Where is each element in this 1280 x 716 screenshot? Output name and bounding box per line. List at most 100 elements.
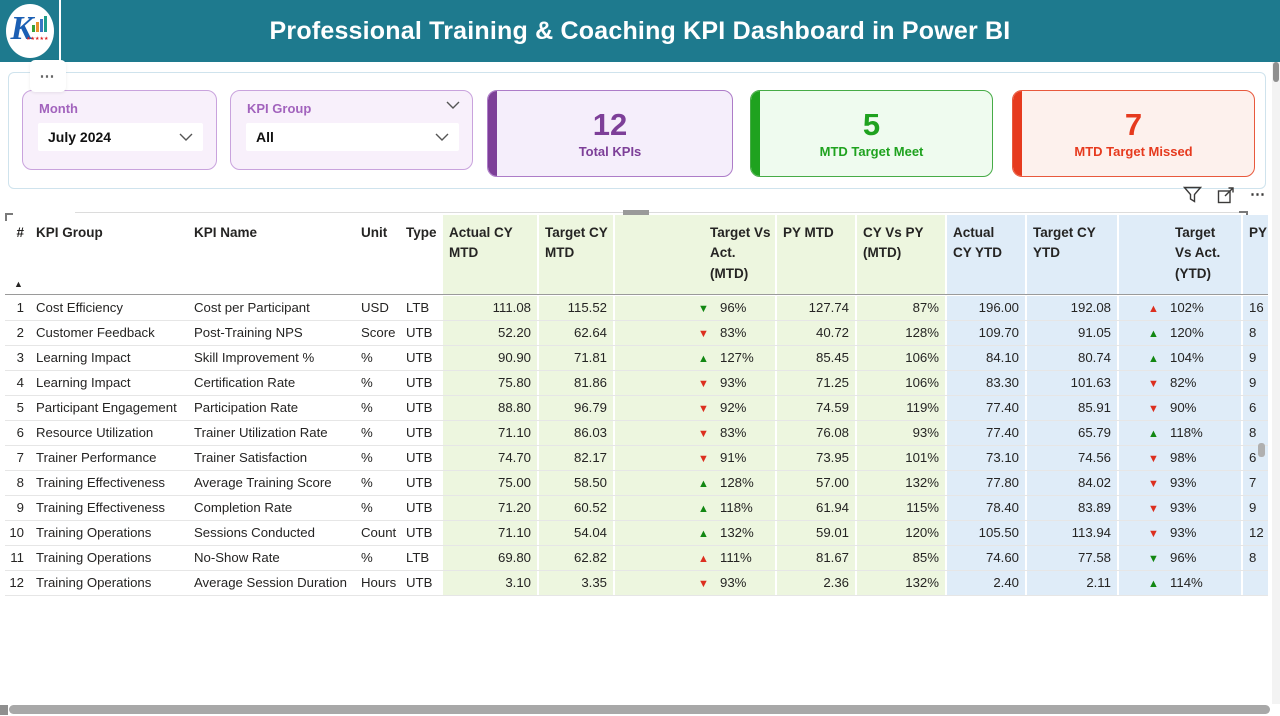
cell-a_mtd[interactable]: 71.10 [443, 521, 539, 545]
cell-py_ytd[interactable]: 8 [1243, 546, 1268, 570]
column-header-a_mtd[interactable]: Actual CY MTD [443, 215, 539, 294]
cell-n[interactable]: 7 [16, 450, 24, 465]
cell-tva_ytd[interactable]: ▲ 120% [1119, 321, 1243, 345]
cell-unit[interactable]: % [361, 400, 373, 415]
cell-group[interactable]: Cost Efficiency [36, 300, 123, 315]
cell-tva_mtd[interactable]: ▼ 91% [615, 446, 777, 470]
cell-unit[interactable]: % [361, 375, 373, 390]
cell-py_ytd[interactable]: 8 [1243, 321, 1268, 345]
cell-t_ytd[interactable]: 85.91 [1027, 396, 1119, 420]
kpi-table-visual[interactable]: # ▲ KPI Group KPI Name Unit Type Actual CY MTD… [5, 210, 1268, 602]
cell-cvp_mtd[interactable]: 132% [857, 571, 947, 595]
cell-tva_mtd[interactable]: ▲ 118% [615, 496, 777, 520]
cell-t_ytd[interactable]: 192.08 [1027, 296, 1119, 320]
page-vertical-scrollbar[interactable] [1272, 62, 1280, 704]
cell-tva_ytd[interactable]: ▼ 90% [1119, 396, 1243, 420]
cell-t_ytd[interactable]: 101.63 [1027, 371, 1119, 395]
chevron-down-icon[interactable] [446, 101, 460, 109]
table-vscroll-thumb[interactable] [1258, 443, 1265, 457]
cell-py_mtd[interactable]: 81.67 [777, 546, 857, 570]
table-row[interactable]: 2 Customer Feedback Post-Training NPS Score… [5, 321, 1268, 346]
cell-a_ytd[interactable]: 196.00 [947, 296, 1027, 320]
table-row[interactable]: 10 Training Operations Sessions Conducted C… [5, 521, 1268, 546]
cell-n[interactable]: 1 [16, 300, 24, 315]
cell-py_mtd[interactable]: 59.01 [777, 521, 857, 545]
cell-py_mtd[interactable]: 2.36 [777, 571, 857, 595]
cell-cvp_mtd[interactable]: 106% [857, 371, 947, 395]
column-header-py_ytd[interactable]: PY [1243, 215, 1268, 294]
cell-t_mtd[interactable]: 82.17 [539, 446, 615, 470]
cell-group[interactable]: Learning Impact [36, 350, 131, 365]
page-hscroll-thumb[interactable] [9, 705, 1270, 714]
cell-a_ytd[interactable]: 105.50 [947, 521, 1027, 545]
cell-a_mtd[interactable]: 71.20 [443, 496, 539, 520]
cell-unit[interactable]: % [361, 475, 373, 490]
cell-group[interactable]: Trainer Performance [36, 450, 157, 465]
cell-py_ytd[interactable] [1243, 571, 1268, 595]
cell-a_ytd[interactable]: 78.40 [947, 496, 1027, 520]
cell-type[interactable]: UTB [406, 500, 433, 515]
kpi-group-slicer[interactable]: KPI Group All [230, 90, 473, 170]
cell-a_ytd[interactable]: 77.40 [947, 421, 1027, 445]
column-header-group[interactable]: KPI Group [30, 215, 188, 294]
column-header-a_ytd[interactable]: Actual CY YTD [947, 215, 1027, 294]
cell-a_mtd[interactable]: 52.20 [443, 321, 539, 345]
cell-tva_mtd[interactable]: ▲ 111% [615, 546, 777, 570]
table-row[interactable]: 12 Training Operations Average Session Dur… [5, 571, 1268, 596]
cell-cvp_mtd[interactable]: 85% [857, 546, 947, 570]
cell-unit[interactable]: % [361, 500, 373, 515]
cell-t_ytd[interactable]: 74.56 [1027, 446, 1119, 470]
cell-py_mtd[interactable]: 127.74 [777, 296, 857, 320]
cell-a_mtd[interactable]: 74.70 [443, 446, 539, 470]
cell-py_ytd[interactable]: 9 [1243, 496, 1268, 520]
cell-unit[interactable]: % [361, 550, 373, 565]
cell-tva_ytd[interactable]: ▼ 98% [1119, 446, 1243, 470]
cell-cvp_mtd[interactable]: 120% [857, 521, 947, 545]
cell-type[interactable]: LTB [406, 550, 430, 565]
cell-a_ytd[interactable]: 84.10 [947, 346, 1027, 370]
table-row[interactable]: 5 Participant Engagement Participation Rat… [5, 396, 1268, 421]
column-header-t_ytd[interactable]: Target CY YTD [1027, 215, 1119, 294]
cell-tva_ytd[interactable]: ▲ 114% [1119, 571, 1243, 595]
cell-py_mtd[interactable]: 76.08 [777, 421, 857, 445]
cell-a_ytd[interactable]: 77.40 [947, 396, 1027, 420]
cell-t_mtd[interactable]: 58.50 [539, 471, 615, 495]
column-header-t_mtd[interactable]: Target CY MTD [539, 215, 615, 294]
more-options-icon[interactable]: ⋯ [1250, 186, 1266, 203]
cell-py_ytd[interactable]: 8 [1243, 421, 1268, 445]
cell-py_mtd[interactable]: 57.00 [777, 471, 857, 495]
cell-n[interactable]: 3 [16, 350, 24, 365]
cell-name[interactable]: Cost per Participant [194, 300, 310, 315]
cell-tva_mtd[interactable]: ▲ 127% [615, 346, 777, 370]
cell-n[interactable]: 12 [9, 575, 24, 590]
cell-t_mtd[interactable]: 60.52 [539, 496, 615, 520]
column-header-name[interactable]: KPI Name [188, 215, 355, 294]
cell-a_mtd[interactable]: 88.80 [443, 396, 539, 420]
month-slicer[interactable]: Month July 2024 [22, 90, 217, 170]
cell-tva_mtd[interactable]: ▼ 83% [615, 321, 777, 345]
cell-group[interactable]: Training Effectiveness [36, 500, 166, 515]
cell-n[interactable]: 2 [16, 325, 24, 340]
cell-py_ytd[interactable]: 9 [1243, 346, 1268, 370]
cell-type[interactable]: UTB [406, 325, 433, 340]
cell-type[interactable]: UTB [406, 575, 433, 590]
cell-type[interactable]: UTB [406, 400, 433, 415]
cell-cvp_mtd[interactable]: 115% [857, 496, 947, 520]
cell-name[interactable]: Skill Improvement % [194, 350, 315, 365]
page-vscroll-thumb[interactable] [1273, 62, 1279, 82]
cell-tva_ytd[interactable]: ▼ 93% [1119, 496, 1243, 520]
cell-tva_mtd[interactable]: ▲ 132% [615, 521, 777, 545]
cell-type[interactable]: UTB [406, 475, 433, 490]
cell-t_ytd[interactable]: 83.89 [1027, 496, 1119, 520]
cell-a_ytd[interactable]: 83.30 [947, 371, 1027, 395]
cell-t_ytd[interactable]: 80.74 [1027, 346, 1119, 370]
cell-py_ytd[interactable]: 7 [1243, 471, 1268, 495]
cell-py_ytd[interactable]: 9 [1243, 371, 1268, 395]
cell-t_mtd[interactable]: 3.35 [539, 571, 615, 595]
cell-unit[interactable]: % [361, 350, 373, 365]
cell-group[interactable]: Training Operations [36, 550, 152, 565]
cell-tva_ytd[interactable]: ▲ 102% [1119, 296, 1243, 320]
cell-tva_ytd[interactable]: ▼ 93% [1119, 521, 1243, 545]
cell-py_ytd[interactable]: 6 [1243, 396, 1268, 420]
cell-cvp_mtd[interactable]: 132% [857, 471, 947, 495]
